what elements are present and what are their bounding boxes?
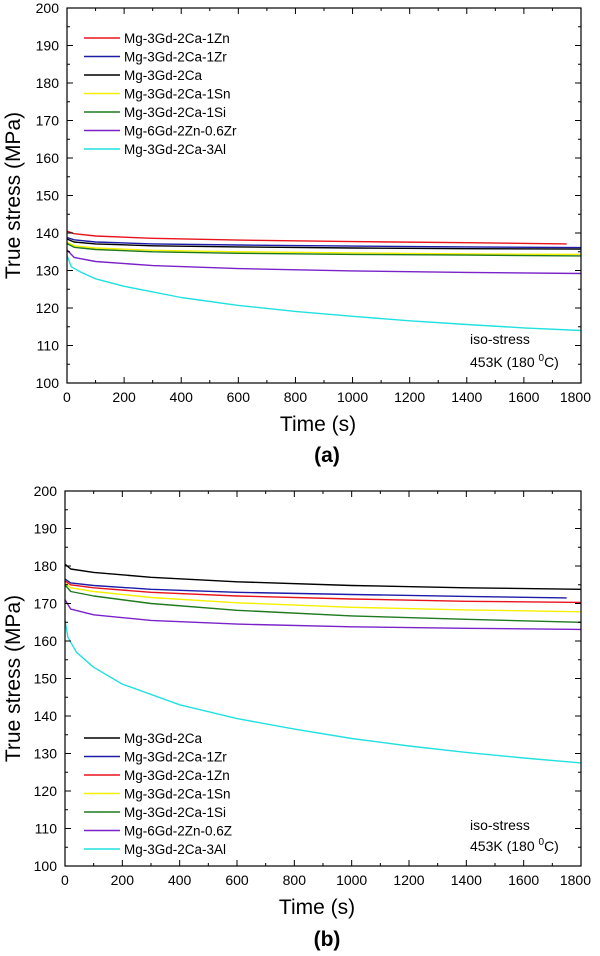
series-line-5 <box>64 584 582 623</box>
y-tick-label: 190 <box>34 521 58 537</box>
legend-label-4: Mg-3Gd-2Ca-1Sn <box>124 787 231 802</box>
annotation-line2-superscript: 0 <box>539 837 545 848</box>
series-line-4 <box>64 582 582 613</box>
x-tick-label: 0 <box>63 389 71 405</box>
legend-label-4: Mg-3Gd-2Ca-1Sn <box>124 87 231 102</box>
annotation-line2-prefix: 453K (180 <box>470 354 539 370</box>
x-tick-label: 1000 <box>336 872 367 888</box>
annotation-line1: iso-stress <box>470 331 530 347</box>
chart-panel-a: 0 200 400 600 800 1000 1200 1400 1600 18001001101… <box>2 0 591 467</box>
x-tick-label: 1000 <box>337 389 368 405</box>
y-axis-title: True stress (MPa) <box>2 595 25 762</box>
series-line-2 <box>66 236 582 249</box>
y-tick-label: 150 <box>36 188 60 204</box>
series-line-3 <box>64 580 582 604</box>
y-tick-label: 110 <box>37 338 60 354</box>
y-tick-label: 150 <box>34 671 58 687</box>
annotation-line2-superscript: 0 <box>539 353 545 364</box>
y-tick-label: 140 <box>36 225 60 241</box>
legend-label-7: Mg-3Gd-2Ca-3Al <box>124 142 226 157</box>
x-tick-label: 400 <box>170 389 194 405</box>
series-line-4 <box>66 241 582 256</box>
panel-label: (b) <box>314 928 341 951</box>
x-tick-label: 800 <box>284 389 308 405</box>
legend-label-3: Mg-3Gd-2Ca <box>124 68 203 83</box>
legend-label-3: Mg-3Gd-2Ca-1Zn <box>124 768 230 783</box>
series-line-7 <box>66 255 582 332</box>
x-tick-label: 200 <box>111 872 135 888</box>
y-tick-label: 200 <box>36 0 60 16</box>
series-line-6 <box>66 249 582 275</box>
legend-label-2: Mg-3Gd-2Ca-1Zr <box>124 750 227 765</box>
x-tick-label: 1400 <box>451 389 482 405</box>
legend-label-6: Mg-6Gd-2Zn-0.6Zr <box>124 124 237 139</box>
annotation-line2: 453K (180 0C) <box>470 353 559 370</box>
y-tick-label: 120 <box>34 783 58 799</box>
series-line-1 <box>64 563 582 590</box>
y-tick-label: 110 <box>35 821 58 837</box>
x-tick-label: 1600 <box>508 389 539 405</box>
x-tick-label: 600 <box>225 872 249 888</box>
x-tick-label: 600 <box>227 389 251 405</box>
y-tick-label: 130 <box>34 746 58 762</box>
legend-label-5: Mg-3Gd-2Ca-1Si <box>124 805 226 820</box>
legend-label-6: Mg-6Gd-2Zn-0.6Z <box>124 824 232 839</box>
x-tick-label: 1800 <box>560 872 591 888</box>
legend-label-7: Mg-3Gd-2Ca-3Al <box>124 842 226 857</box>
y-tick-label: 160 <box>36 150 60 166</box>
y-tick-label: 130 <box>36 263 60 279</box>
y-axis-title: True stress (MPa) <box>2 112 25 279</box>
y-tick-label: 190 <box>36 38 60 54</box>
series-line-3 <box>66 238 582 250</box>
legend: Mg-3Gd-2Ca-1Zn Mg-3Gd-2Ca-1Zr Mg-3Gd-2Ca Mg… <box>84 31 237 157</box>
y-tick-label: 180 <box>36 75 60 91</box>
legend: Mg-3Gd-2Ca Mg-3Gd-2Ca-1Zr Mg-3Gd-2Ca-1Zn Mg… <box>84 731 232 857</box>
x-axis-title: Time (s) <box>279 896 355 919</box>
x-tick-label: 400 <box>168 872 192 888</box>
x-tick-label: 1800 <box>560 389 591 405</box>
x-tick-label: 1600 <box>508 872 539 888</box>
chart-panel-b: 0 200 400 600 800 1000 1200 1400 1600 18001001101… <box>2 483 591 951</box>
y-tick-label: 100 <box>34 858 58 874</box>
y-tick-label: 140 <box>34 708 58 724</box>
x-tick-label: 800 <box>283 872 307 888</box>
y-tick-label: 180 <box>34 558 58 574</box>
legend-label-5: Mg-3Gd-2Ca-1Si <box>124 105 226 120</box>
x-tick-label: 1200 <box>393 872 424 888</box>
y-tick-label: 200 <box>34 483 58 499</box>
legend-label-1: Mg-3Gd-2Ca <box>124 731 203 746</box>
series-line-7 <box>64 620 582 764</box>
legend-label-2: Mg-3Gd-2Ca-1Zr <box>124 50 227 65</box>
series-line-5 <box>66 242 582 257</box>
y-tick-label: 170 <box>36 113 60 129</box>
series-line-2 <box>64 578 567 599</box>
series-group <box>64 563 582 764</box>
y-tick-label: 160 <box>34 633 58 649</box>
x-axis-title: Time (s) <box>280 413 356 436</box>
y-tick-label: 170 <box>34 596 58 612</box>
annotation-line1: iso-stress <box>470 817 530 833</box>
annotation-line2: 453K (180 0C) <box>470 837 559 854</box>
y-tick-label: 100 <box>36 375 60 391</box>
annotation-line2-prefix: 453K (180 <box>470 838 539 854</box>
y-tick-label: 120 <box>36 300 60 316</box>
series-group <box>66 230 582 332</box>
x-tick-label: 1400 <box>451 872 482 888</box>
series-line-6 <box>64 599 582 631</box>
x-tick-label: 0 <box>61 872 69 888</box>
x-tick-label: 1200 <box>394 389 425 405</box>
annotation-line2-suffix: C) <box>544 354 559 370</box>
legend-label-1: Mg-3Gd-2Ca-1Zn <box>124 31 230 46</box>
series-line-1 <box>66 230 567 245</box>
x-tick-label: 200 <box>112 389 136 405</box>
panel-label: (a) <box>314 444 340 467</box>
annotation-line2-suffix: C) <box>544 838 559 854</box>
